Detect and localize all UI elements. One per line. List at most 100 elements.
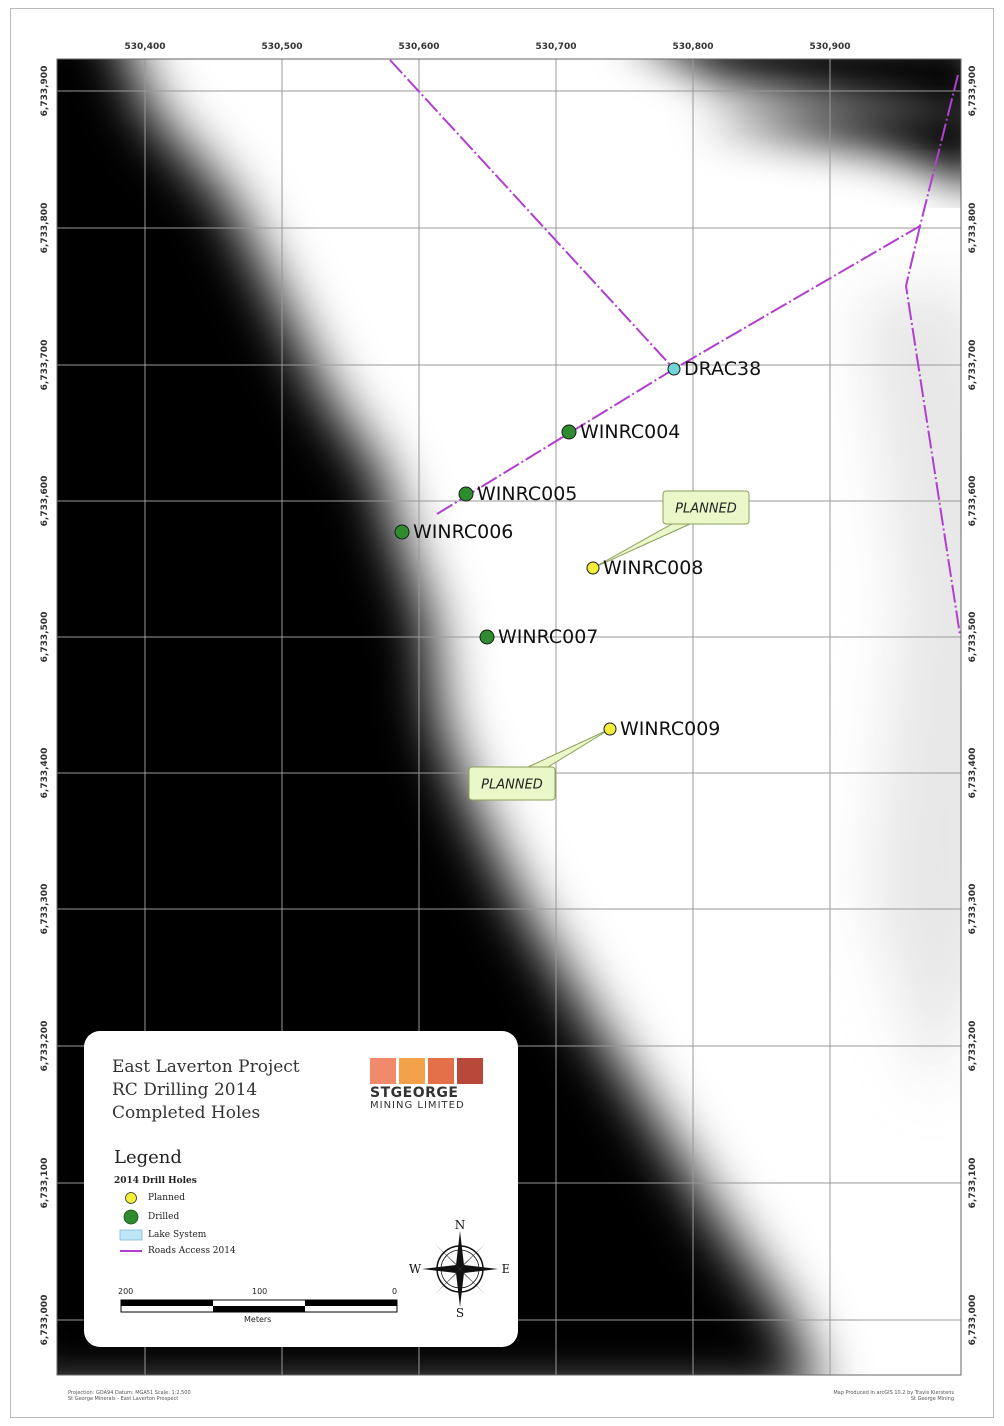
y-tick-label-right: 6,733,300 [968,884,978,935]
road-south [904,225,961,636]
y-tick-label-left: 6,733,600 [40,476,50,527]
drill-hole-label: DRAC38 [684,358,761,380]
y-tick-label-left: 6,733,900 [40,66,50,117]
logo-tiles [370,1058,490,1084]
y-tick-label-right: 6,733,200 [968,1021,978,1072]
y-tick-label-left: 6,733,000 [40,1295,50,1346]
legend-item-planned: Planned [118,1190,185,1206]
compass-w-label: W [409,1262,422,1276]
scale-bar-graphic [120,1299,398,1313]
y-tick-label-left: 6,733,700 [40,340,50,391]
drill-hole-marker [603,722,617,736]
map-title-line-2: RC Drilling 2014 [112,1080,258,1100]
north-arrow-compass: N S E W [409,1217,511,1322]
road-east [436,74,959,515]
map-frame [10,8,994,1418]
y-tick-label-right: 6,733,900 [968,66,978,117]
x-tick-label: 530,800 [673,42,714,52]
logo-tile [457,1058,483,1084]
y-tick-label-left: 6,733,200 [40,1021,50,1072]
scale-unit: Meters [244,1315,272,1324]
x-tick-label: 530,400 [125,42,166,52]
drill-hole-marker [479,629,495,645]
footer-right-line-1: Map Produced in arcGIS 10.2 by Travis Ki… [833,1390,954,1396]
callout-box [468,766,556,801]
compass-e-label: E [502,1262,509,1276]
road-line-symbol-icon [118,1244,144,1258]
footer-projection: Projection: GDA94 Datum: MGA51 Scale: 1:… [68,1390,191,1402]
y-tick-label-right: 6,733,800 [968,203,978,254]
y-tick-labels: 6,733,900 6,733,900 6,733,800 6,733,800 6,73… [40,66,978,1346]
legend-label: Drilled [148,1212,180,1222]
legend-subheading: 2014 Drill Holes [114,1176,197,1186]
legend-heading: Legend [114,1147,182,1168]
legend-label: Roads Access 2014 [148,1246,236,1256]
st-george-logo: STGEORGE MINING LIMITED [370,1058,490,1111]
drill-holes: DRAC38 WINRC004 WINRC005 WINRC006 WINRC008 WI… [394,358,761,740]
x-tick-label: 530,700 [536,42,577,52]
drill-hole-label: WINRC008 [603,557,703,579]
drill-hole-marker [667,362,681,376]
y-tick-label-left: 6,733,100 [40,1158,50,1209]
drill-hole-winrc008[interactable]: WINRC008 [586,557,703,579]
compass-s-label: S [456,1306,464,1317]
drill-hole-winrc005[interactable]: WINRC005 [458,483,577,505]
scale-label-100: 100 [252,1287,268,1296]
scale-label-0: 0 [392,1287,398,1296]
y-tick-label-left: 6,733,300 [40,884,50,935]
drill-hole-winrc004[interactable]: WINRC004 [561,421,680,443]
legend-item-roads: Roads Access 2014 [118,1243,236,1259]
x-tick-label: 530,600 [399,42,440,52]
footer-right-line-2: St George Mining [910,1396,954,1402]
logo-subtitle: MINING LIMITED [370,1100,465,1111]
drill-hole-marker [586,561,600,575]
drill-hole-marker [458,486,474,502]
drill-hole-winrc009[interactable]: WINRC009 [603,718,720,740]
legend-item-lake-system: Lake System [118,1227,206,1243]
map-title-line-3: Completed Holes [112,1103,261,1123]
x-tick-labels: 530,400 530,500 530,600 530,700 530,800 530,9… [125,42,851,52]
map-title-line-1: East Laverton Project [112,1057,300,1077]
map-neatline [56,58,962,1376]
drill-hole-label: WINRC009 [620,718,720,740]
roads-access-2014 [389,59,961,636]
drill-hole-label: WINRC004 [580,421,680,443]
y-tick-label-right: 6,733,500 [968,612,978,663]
legend-label: Lake System [148,1230,207,1240]
x-tick-label: 530,900 [810,42,851,52]
drill-hole-label: WINRC007 [498,626,598,648]
y-tick-label-right: 6,733,700 [968,340,978,391]
planned-hole-symbol-icon [118,1191,144,1205]
drill-hole-winrc006[interactable]: WINRC006 [394,521,513,543]
y-tick-label-right: 6,733,600 [968,476,978,527]
drill-hole-drac38[interactable]: DRAC38 [667,358,761,380]
footer-left-line-2: St George Minerals - East Laverton Prosp… [68,1396,179,1402]
footer-credit: Map Produced in arcGIS 10.2 by Travis Ki… [833,1390,954,1402]
y-tick-label-left: 6,733,400 [40,748,50,799]
logo-tile [428,1058,454,1084]
callout-box [662,490,750,525]
logo-tile [370,1058,396,1084]
drill-hole-winrc007[interactable]: WINRC007 [479,626,598,648]
compass-rose-icon: N S E W [409,1218,511,1320]
logo-name: STGEORGE [370,1085,459,1101]
callout-label: PLANNED [481,778,543,793]
callouts: PLANNED PLANNED [468,490,750,801]
logo-tile [399,1058,425,1084]
y-tick-label-right: 6,733,000 [968,1295,978,1346]
y-tick-label-right: 6,733,400 [968,748,978,799]
callout-label: PLANNED [675,502,737,517]
road-north [389,59,675,370]
drill-hole-marker [561,424,577,440]
scale-label-200: 200 [118,1287,134,1296]
y-tick-label-left: 6,733,500 [40,612,50,663]
footer-left-line-1: Projection: GDA94 Datum: MGA51 Scale: 1:… [68,1390,191,1396]
drilled-hole-symbol-icon [118,1209,144,1225]
y-tick-label-right: 6,733,100 [968,1158,978,1209]
drill-hole-label: WINRC005 [477,483,577,505]
x-tick-label: 530,500 [262,42,303,52]
compass-n-label: N [455,1218,466,1232]
lake-system-swatch-icon [118,1228,144,1242]
legend-label: Planned [148,1193,185,1203]
legend-item-drilled: Drilled [118,1209,179,1225]
